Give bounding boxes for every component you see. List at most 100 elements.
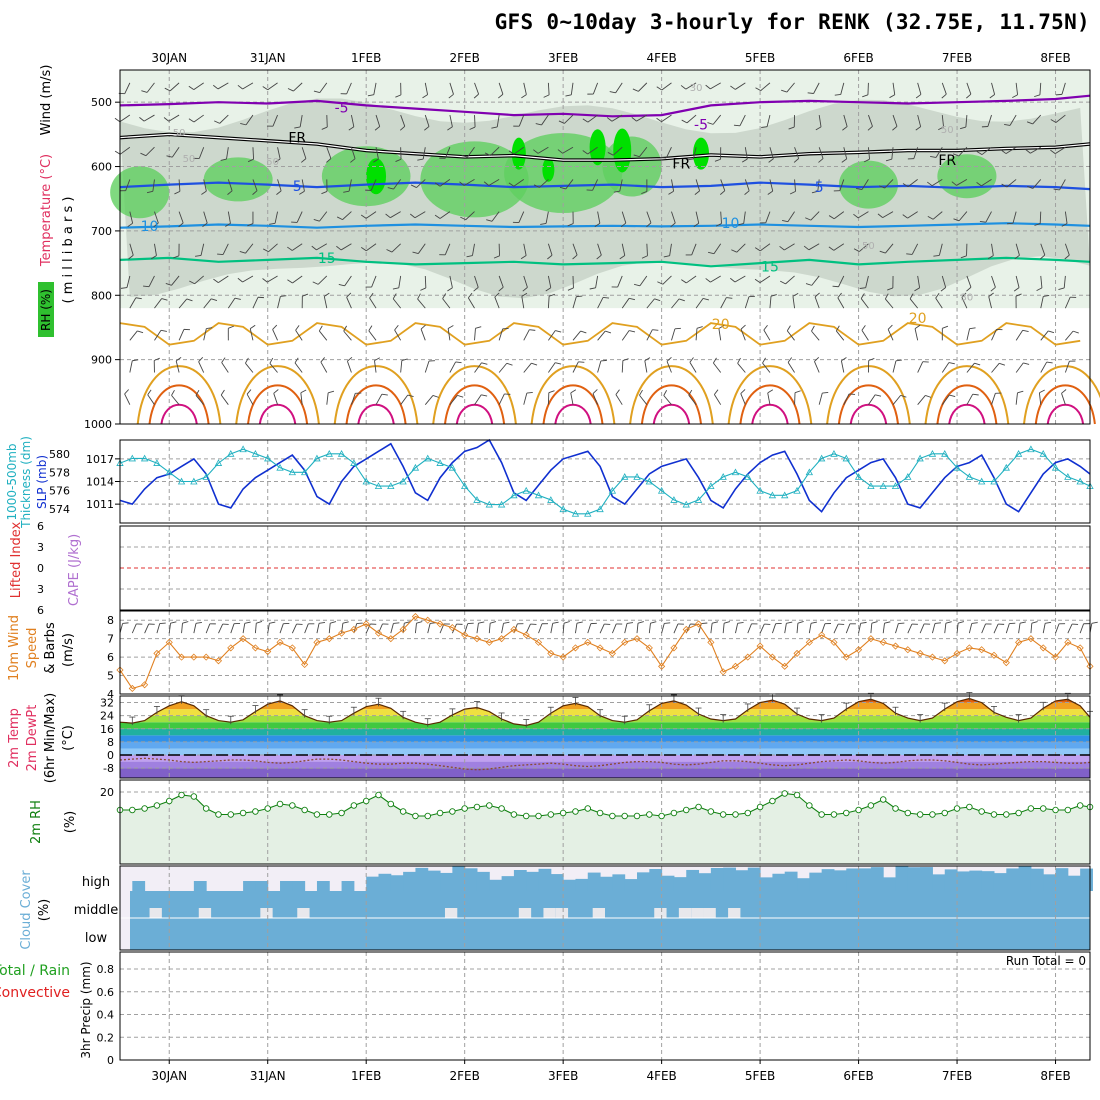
wind-barb-152-flag [455, 361, 462, 364]
wind-barb-255 [692, 147, 697, 160]
wind-barb-230-flag [615, 389, 620, 395]
cloud-high-61 [870, 867, 884, 891]
wind-barb-247 [669, 243, 672, 256]
wind-barb-360-flag [914, 324, 921, 329]
wind-barb-199 [564, 114, 574, 124]
wind-barb-83-flag [287, 279, 293, 284]
thickness-point-29 [473, 496, 481, 503]
wind10m-point-20 [362, 620, 370, 628]
wind10m-barb-39 [599, 623, 605, 634]
wind-barb-76-flag [273, 389, 279, 394]
thickness-point-46 [682, 500, 690, 508]
wind10m-barb-25 [427, 623, 431, 634]
wind-barb-108 [346, 361, 352, 373]
wind-barb-95 [323, 296, 328, 309]
wind-barb-419-flag [1050, 119, 1057, 123]
cloud-mid-gap-46 [691, 908, 704, 918]
wind-barb-123-flag [395, 158, 402, 162]
thickness-point-60 [854, 473, 863, 480]
thickness-point-77 [1064, 473, 1072, 480]
cape-label: CAPE (J/kg) [67, 534, 82, 606]
wind-barb-406 [1015, 392, 1018, 405]
wind-barb-355 [907, 179, 918, 188]
wind-barb-59-flag [247, 223, 254, 227]
wind10m-barb-37 [575, 623, 578, 634]
slp-frame [119, 439, 1091, 524]
wind-barb-229 [621, 360, 624, 373]
lowlevel-isotherm-2-0 [333, 365, 419, 425]
wind-barb-46 [226, 147, 229, 160]
wind-barb-104 [340, 243, 352, 251]
lowlevel-isotherm-5-1 [640, 384, 702, 425]
wind-barb-168 [488, 179, 500, 186]
wind-tick-label-0: 4 [107, 688, 114, 701]
wind-barb-216-flag [603, 296, 610, 299]
wind-barb-330 [867, 82, 869, 95]
precip-label: 3hr Precip (mm) [79, 961, 93, 1058]
wind-barb-9-flag [132, 359, 139, 362]
lowlevel-isotherm-1-2 [258, 403, 297, 425]
wind-barb-156-flag [461, 155, 468, 158]
wind10m-barb-69-flag [971, 622, 978, 624]
wind-barb-110-flag [367, 94, 374, 97]
isotherm-line-4 [119, 256, 1091, 268]
wind-barb-398 [1005, 146, 1017, 154]
wind-barb-26 [178, 211, 184, 224]
wind-barb-422 [1064, 211, 1068, 224]
wind-barb-56-flag [240, 123, 247, 126]
rh2m-point-73 [1015, 809, 1022, 817]
wind10m-point-14 [288, 644, 296, 652]
wind-barb-147 [439, 211, 451, 219]
precip-tick-label-2: 0.4 [97, 1009, 115, 1022]
rh2m-point-20 [362, 797, 370, 805]
wind-barb-192 [547, 243, 553, 256]
wind-barb-248-flag [657, 281, 664, 285]
wind-barb-150 [442, 298, 451, 309]
wind-barb-254 [686, 114, 697, 124]
wind-barb-250 [671, 328, 676, 341]
temp-band-2 [120, 755, 1090, 762]
cloud-high-28 [464, 868, 478, 891]
temp-tick-label-1: 0 [107, 749, 114, 762]
wind-barb-10 [124, 393, 131, 405]
wind-barb-316-flag [811, 325, 815, 332]
wind-barb-168-flag [483, 181, 490, 186]
wind-barb-416-flag [1046, 361, 1053, 364]
contour-label-3: FR [672, 156, 690, 172]
contour-label-17: 50 [862, 241, 875, 252]
wind-barb-186 [523, 392, 528, 405]
wind10m-point-34 [534, 638, 543, 646]
wind-barb-316 [811, 330, 820, 341]
wind-barb-376 [958, 146, 968, 157]
wind-barb-425 [1064, 296, 1071, 309]
wind-barb-40 [203, 298, 212, 309]
wind-barb-33-flag [188, 85, 195, 90]
wind-barb-363-flag [941, 93, 947, 99]
wind10m-point-31 [498, 635, 506, 643]
wind-barb-352-flag [915, 94, 922, 99]
thickness-tick-label-1: 576 [49, 485, 70, 498]
wind-barb-27-flag [173, 255, 180, 259]
wind10m-point-36 [559, 653, 567, 661]
rh2m-point-18 [338, 809, 345, 817]
wind-barb-214 [597, 243, 602, 256]
wind-barb-306 [787, 362, 795, 373]
wind-barb-392-flag [988, 292, 994, 297]
wind10m-barb-69 [968, 623, 973, 634]
wind-barb-412 [1040, 243, 1046, 256]
wind-barb-288-flag [768, 158, 774, 163]
wind-barb-203 [572, 243, 578, 256]
rh2m-point-11 [252, 808, 259, 815]
cloud-high-54 [784, 871, 798, 891]
wind-barb-93 [316, 243, 328, 251]
thickness-point-12 [264, 454, 272, 462]
wind-barb-275-flag [730, 85, 736, 90]
wind-barb-177 [518, 114, 525, 127]
wind10m-barb-17-flag [330, 621, 337, 624]
rh2m-point-17 [326, 811, 333, 818]
wind-barb-16 [154, 243, 157, 256]
thickness-point-43 [645, 477, 653, 485]
wind-barb-65-flag [246, 389, 252, 395]
cloud-high-37 [575, 878, 589, 891]
lifted-index-label: Lifted Index [9, 521, 24, 598]
